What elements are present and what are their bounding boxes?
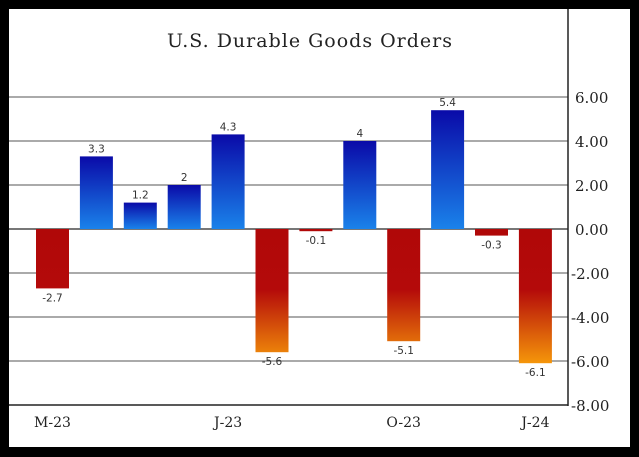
y-tick-labels: 6.00 4.00 2.00 0.00 -2.00 -4.00 -6.00 -8.00 — [571, 89, 609, 415]
y-tick-label: 4.00 — [575, 133, 608, 151]
y-tick-label: 6.00 — [575, 89, 608, 107]
data-label-3: 1.2 — [132, 190, 149, 202]
data-label-2: 3.3 — [88, 143, 105, 155]
bar-7 — [299, 229, 333, 232]
bar-2 — [79, 156, 113, 229]
y-tick-label: -8.00 — [571, 397, 609, 415]
data-label-6: -5.6 — [262, 356, 283, 368]
bar-5 — [211, 134, 245, 229]
chart-title: U.S. Durable Goods Orders — [167, 30, 453, 52]
x-tick-label: O-23 — [386, 415, 421, 431]
y-tick-label: -2.00 — [571, 265, 609, 283]
bars — [36, 110, 552, 364]
bar-8 — [343, 141, 377, 229]
x-tick-label: M-23 — [34, 415, 71, 431]
bar-6 — [255, 229, 289, 353]
data-label-8: 4 — [356, 128, 363, 140]
bar-9 — [387, 229, 421, 342]
data-label-4: 2 — [181, 172, 188, 184]
x-tick-label: J-23 — [212, 415, 242, 431]
x-tick-label: J-24 — [519, 415, 549, 431]
bar-3 — [123, 202, 157, 229]
bar-1 — [36, 229, 69, 289]
data-label-10: 5.4 — [439, 97, 456, 109]
y-tick-label: 2.00 — [575, 177, 608, 195]
bar-4 — [167, 185, 201, 229]
axes — [9, 9, 569, 406]
bar-10 — [431, 110, 465, 229]
y-tick-label: 0.00 — [575, 221, 608, 239]
data-labels: -2.7 3.3 1.2 2 4.3 -5.6 -0.1 4 -5.1 5.4 -0.3 -6.1 — [42, 97, 545, 379]
data-label-9: -5.1 — [393, 345, 414, 357]
y-tick-label: -6.00 — [571, 353, 609, 371]
bar-12 — [518, 229, 552, 364]
x-tick-labels: M-23 J-23 O-23 J-24 — [34, 415, 550, 431]
data-label-11: -0.3 — [481, 240, 502, 252]
y-tick-label: -4.00 — [571, 309, 609, 327]
data-label-12: -6.1 — [525, 367, 546, 379]
data-label-5: 4.3 — [220, 121, 237, 133]
bar-11 — [475, 229, 508, 236]
data-label-7: -0.1 — [306, 235, 327, 247]
data-label-1: -2.7 — [42, 292, 63, 304]
